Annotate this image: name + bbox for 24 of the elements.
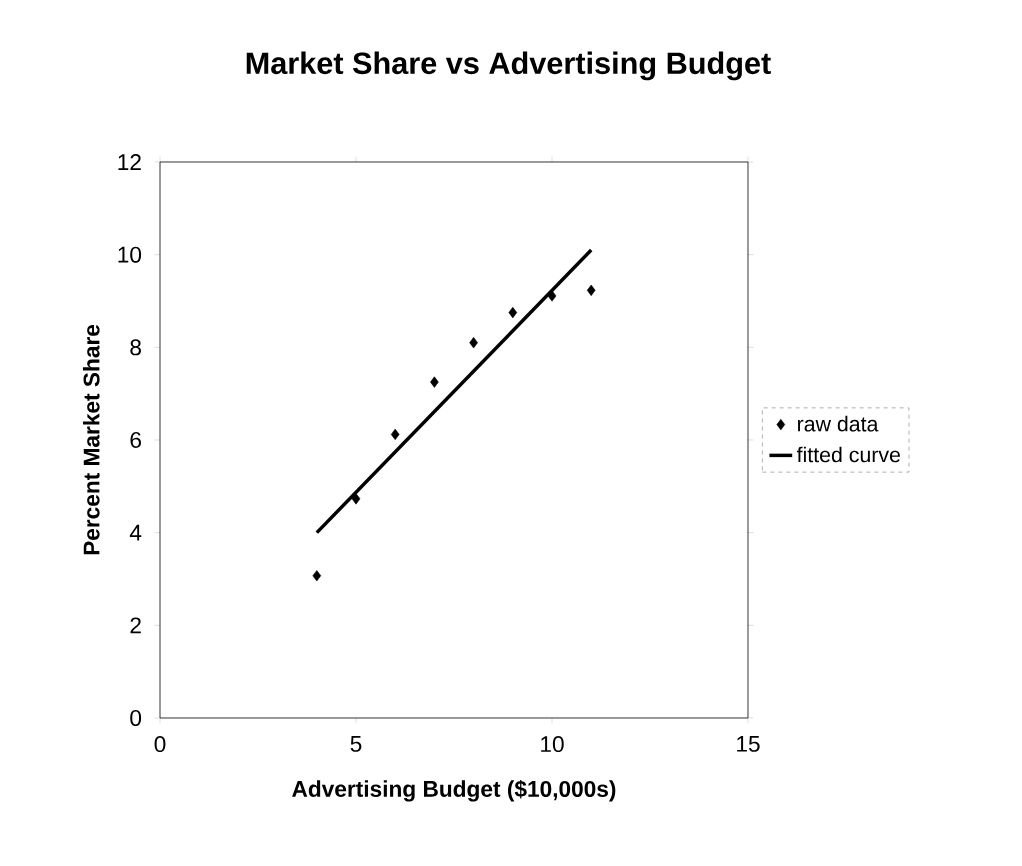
y-tick-label: 4 <box>129 524 142 541</box>
point <box>508 306 518 319</box>
legend-label: raw data <box>798 415 879 432</box>
y-tick-label: 8 <box>130 339 141 356</box>
x-tick-label: 0 <box>154 736 166 753</box>
point <box>547 290 557 302</box>
x-tick-label: 5 <box>350 736 362 752</box>
point <box>586 284 596 296</box>
y-tick-label: 12 <box>118 154 141 170</box>
y-tick-label: 10 <box>118 246 142 263</box>
chart-title: Market Share vs Advertising Budget <box>246 51 771 81</box>
point <box>351 493 361 505</box>
x-tick-label: 10 <box>541 736 564 753</box>
legend-label: fitted curve <box>796 446 900 463</box>
y-axis-title: Percent Market Share <box>82 324 100 555</box>
point <box>390 428 400 441</box>
x-tick-label: 15 <box>737 736 760 752</box>
y-tick-label: 2 <box>130 617 141 634</box>
y-tick-label: 6 <box>130 431 141 449</box>
point <box>312 570 322 582</box>
point <box>430 376 439 388</box>
point <box>469 337 478 349</box>
y-tick-label: 0 <box>130 709 142 727</box>
x-axis-title: Advertising Budget ($10,000s) <box>292 779 616 802</box>
